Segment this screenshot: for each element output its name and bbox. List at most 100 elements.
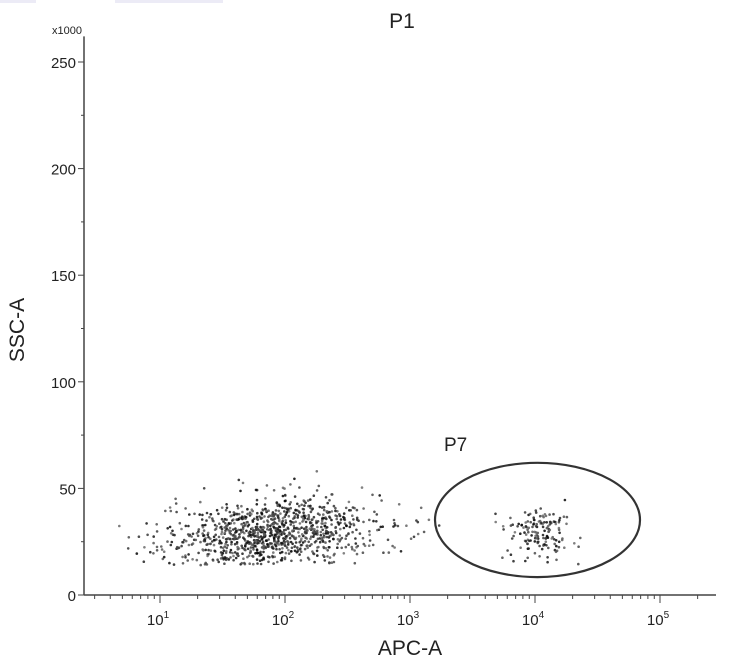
data-point xyxy=(242,521,246,525)
data-point xyxy=(313,530,317,533)
data-point xyxy=(524,525,528,528)
data-point xyxy=(296,516,300,519)
data-point xyxy=(336,521,340,524)
x-tick-exponent: 4 xyxy=(539,610,545,621)
data-point xyxy=(524,521,527,524)
data-point xyxy=(256,562,259,565)
data-point xyxy=(362,507,365,510)
data-point xyxy=(321,553,325,557)
data-point xyxy=(321,506,324,509)
data-point xyxy=(276,560,279,564)
data-point xyxy=(170,540,174,544)
data-point xyxy=(296,546,299,549)
data-point xyxy=(299,550,303,553)
data-point xyxy=(233,521,236,525)
data-point xyxy=(555,544,558,548)
data-point xyxy=(127,536,131,539)
data-point xyxy=(240,504,243,508)
data-point xyxy=(368,539,372,542)
data-point xyxy=(545,521,548,524)
data-point xyxy=(168,561,171,565)
data-point xyxy=(262,520,266,523)
data-point xyxy=(362,520,365,524)
data-point xyxy=(320,519,324,522)
data-point xyxy=(334,509,337,513)
data-point xyxy=(312,494,316,498)
data-point xyxy=(142,560,146,563)
data-point xyxy=(277,525,281,528)
data-point xyxy=(284,519,288,522)
data-point xyxy=(546,560,549,564)
data-point xyxy=(289,540,293,544)
data-point xyxy=(317,545,320,549)
y-tick-label: 0 xyxy=(68,588,76,605)
data-point xyxy=(137,535,141,538)
data-point xyxy=(244,545,247,548)
data-point xyxy=(284,528,288,532)
data-point xyxy=(235,518,238,521)
data-point xyxy=(324,521,327,525)
data-point xyxy=(334,530,338,533)
data-point xyxy=(324,496,328,499)
data-point xyxy=(520,523,524,527)
data-point xyxy=(242,557,245,560)
data-point xyxy=(265,484,269,487)
data-point xyxy=(368,518,371,522)
data-point xyxy=(236,512,239,516)
data-point xyxy=(344,506,348,510)
data-point xyxy=(562,515,566,518)
data-point xyxy=(396,524,400,528)
data-point xyxy=(220,517,224,521)
data-point xyxy=(354,542,358,545)
data-point xyxy=(229,529,233,533)
data-point xyxy=(533,551,537,555)
data-point xyxy=(229,556,232,559)
data-point xyxy=(379,525,383,529)
data-point xyxy=(223,562,226,565)
data-point xyxy=(349,523,353,526)
data-point xyxy=(573,542,576,545)
data-point xyxy=(531,525,534,529)
data-point xyxy=(264,497,267,500)
data-point xyxy=(375,513,379,516)
data-point xyxy=(212,543,216,547)
data-point xyxy=(228,551,232,554)
data-point xyxy=(308,527,312,530)
data-point xyxy=(172,563,176,566)
data-point xyxy=(218,542,221,545)
y-tick-label: 50 xyxy=(59,481,76,498)
data-point xyxy=(526,542,529,545)
data-point xyxy=(276,504,280,508)
x-tick-base: 10 xyxy=(147,612,164,629)
data-point xyxy=(190,535,193,538)
data-point xyxy=(272,525,275,528)
data-point xyxy=(126,547,130,550)
data-point xyxy=(319,533,323,537)
data-point xyxy=(266,524,269,527)
data-point xyxy=(302,511,305,514)
data-point xyxy=(255,515,259,519)
data-point xyxy=(528,512,532,516)
data-point xyxy=(332,560,336,564)
data-point xyxy=(544,540,548,543)
data-point xyxy=(281,494,285,498)
x-tick-exponent: 3 xyxy=(414,610,420,621)
data-point xyxy=(254,540,258,543)
data-point xyxy=(230,540,233,544)
data-point xyxy=(211,519,215,522)
data-point xyxy=(536,540,539,544)
data-point xyxy=(253,544,257,548)
data-point xyxy=(202,487,206,490)
data-point xyxy=(283,510,286,513)
data-point xyxy=(225,506,229,510)
data-point xyxy=(174,502,178,505)
data-point xyxy=(324,541,327,544)
data-point xyxy=(187,553,190,556)
data-point xyxy=(377,528,381,531)
data-point xyxy=(255,535,259,538)
data-point xyxy=(241,546,244,550)
data-point xyxy=(415,519,418,522)
data-point xyxy=(307,540,311,544)
data-point xyxy=(557,520,561,524)
data-point xyxy=(227,558,231,561)
